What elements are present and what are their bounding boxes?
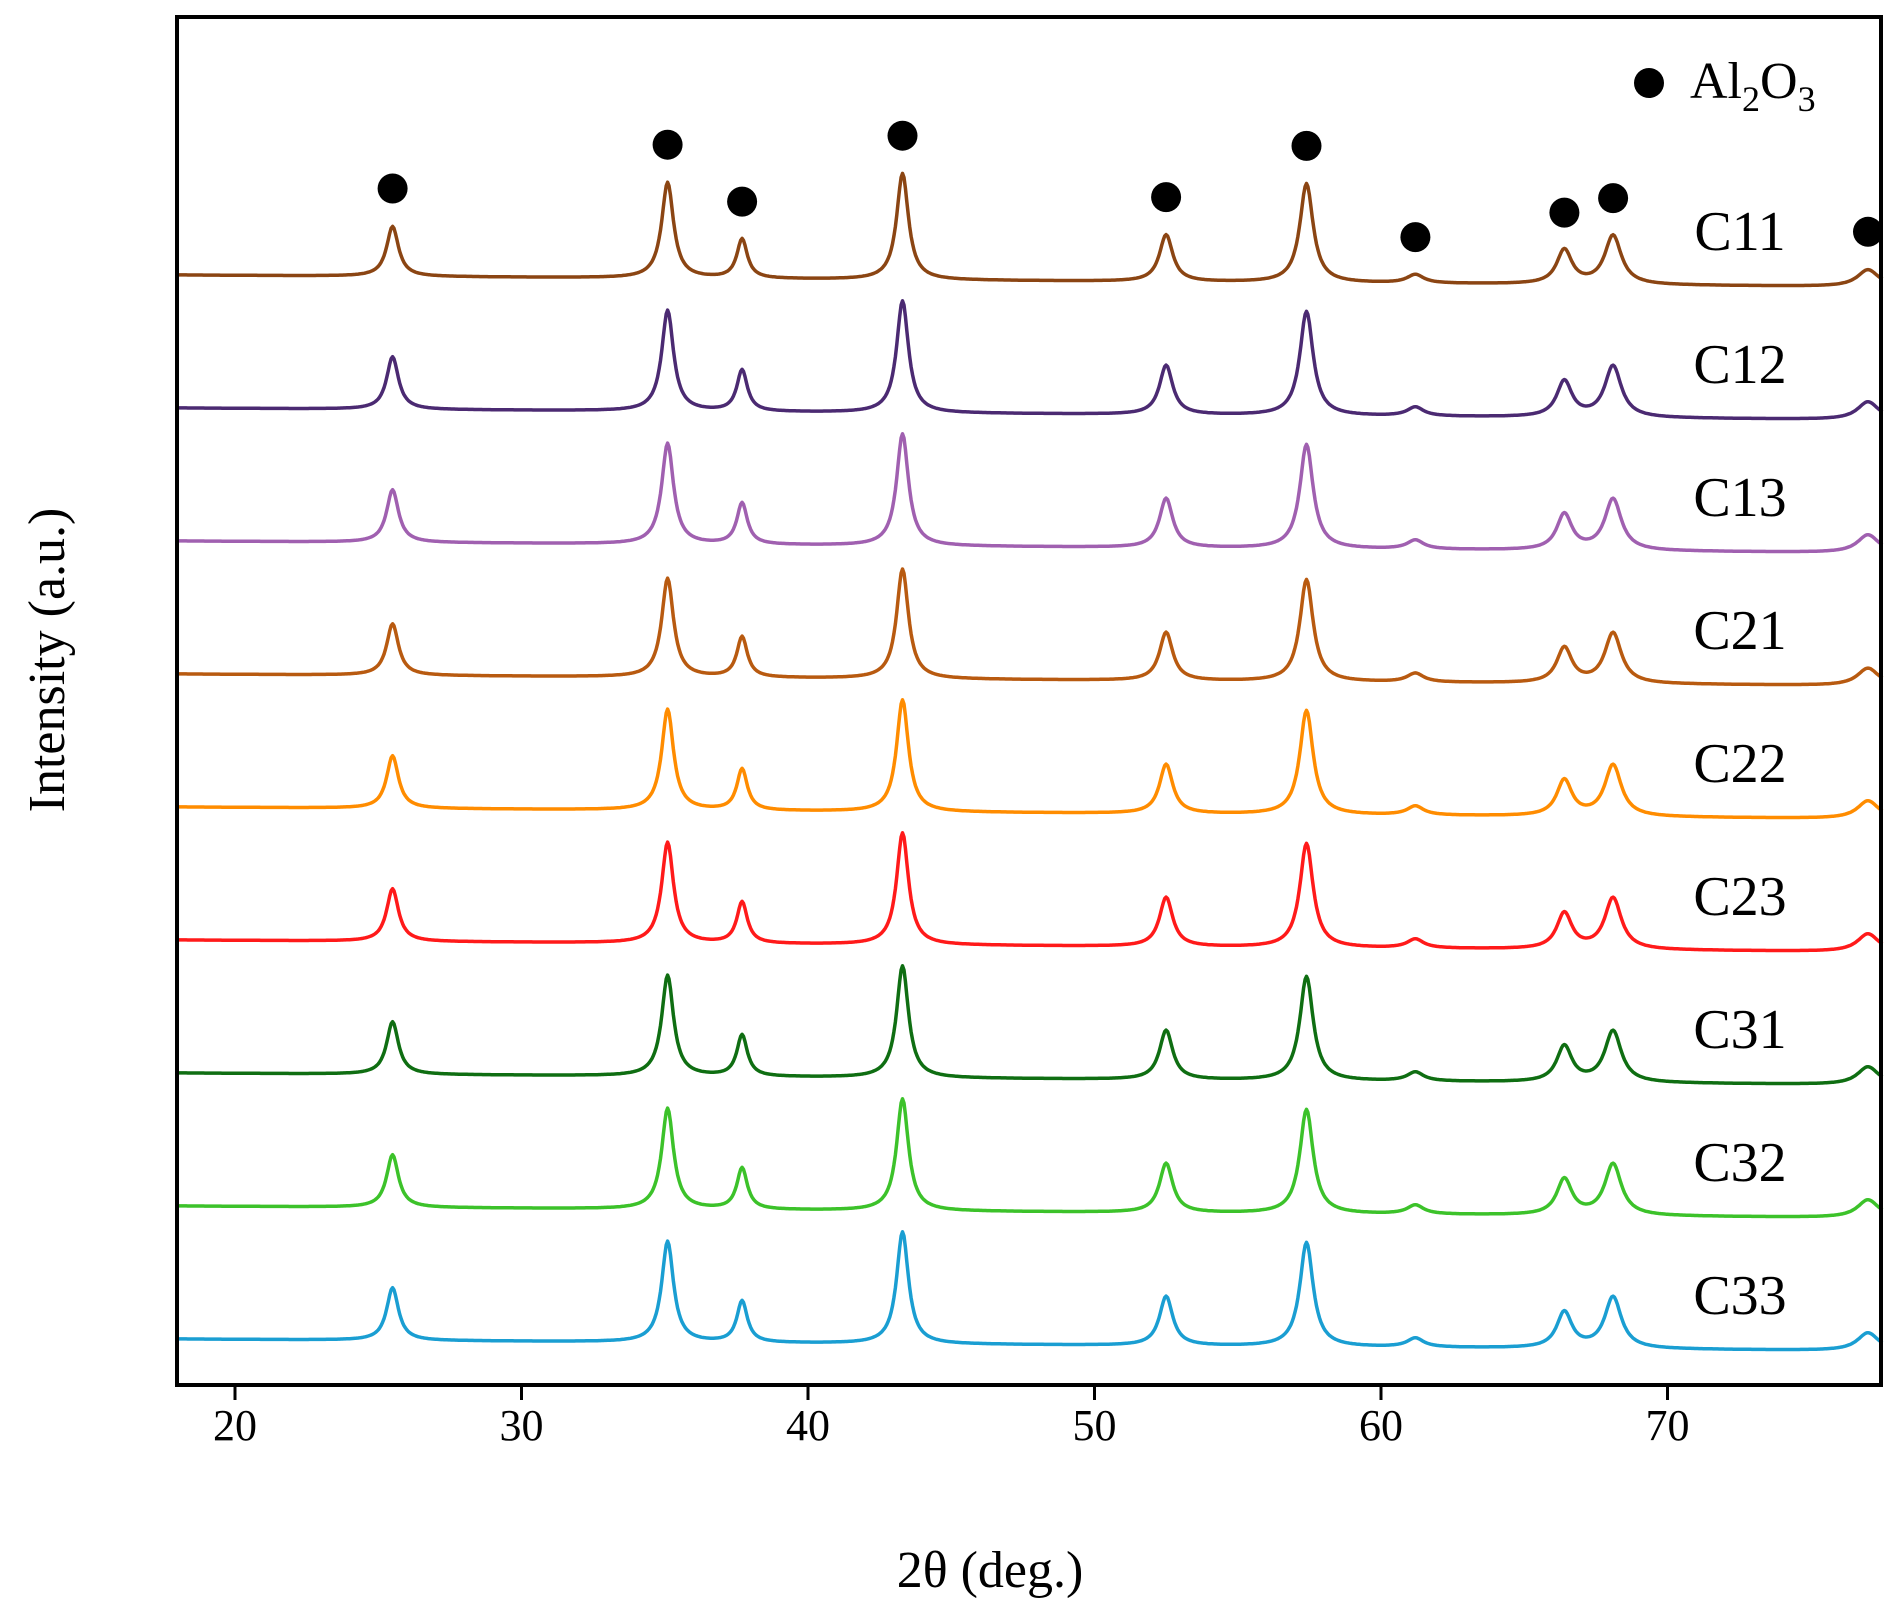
x-axis-title: 2θ (deg.) [897,1542,1084,1599]
x-tick-label: 30 [500,1401,544,1450]
x-axis: 20 30 40 50 60 70 [213,1385,1690,1450]
series-line-c21 [177,567,1884,687]
peak-markers-group [377,120,1883,253]
legend: Al2O3 [1634,53,1816,119]
series-label-c33: C33 [1693,1265,1786,1327]
peak-marker-5 [1151,182,1182,213]
x-tick-label: 50 [1073,1401,1117,1450]
peak-marker-9 [1598,183,1629,214]
x-tick-label: 40 [786,1401,830,1450]
series-label-c13: C13 [1693,467,1786,529]
series-line-c13 [177,432,1884,554]
peak-marker-6 [1291,130,1322,161]
series-line-c11 [177,171,1884,288]
series-label-c31: C31 [1693,999,1786,1061]
series-label-c32: C32 [1693,1132,1786,1194]
x-tick-label: 20 [213,1401,257,1450]
peak-marker-3 [727,186,758,217]
series-line-c31 [177,964,1884,1086]
y-axis-title: Intensity (a.u.) [19,508,76,813]
series-label-c11: C11 [1694,201,1785,263]
series-line-c32 [177,1097,1884,1219]
series-label-c12: C12 [1693,334,1786,396]
series-line-c12 [177,299,1884,421]
series-line-c22 [177,698,1884,820]
legend-label: Al2O3 [1690,53,1816,119]
series-labels-group: C11 C12 C13 C21 C22 C23 C31 C32 C33 [1693,201,1786,1327]
legend-marker [1634,68,1664,98]
x-tick-label: 60 [1359,1401,1403,1450]
peak-marker-10 [1853,216,1883,247]
series-label-c21: C21 [1693,600,1786,662]
x-tick-label: 70 [1646,1401,1690,1450]
series-line-c23 [177,831,1884,953]
peak-marker-8 [1549,197,1580,228]
peak-marker-2 [652,129,683,160]
peak-marker-7 [1400,222,1431,253]
series-line-c33 [177,1230,1884,1352]
series-label-c23: C23 [1693,866,1786,928]
traces-group [177,171,1884,1352]
peak-marker-4 [887,120,918,151]
plot-frame [175,15,1883,1387]
series-label-c22: C22 [1693,733,1786,795]
peak-marker-1 [377,173,408,204]
